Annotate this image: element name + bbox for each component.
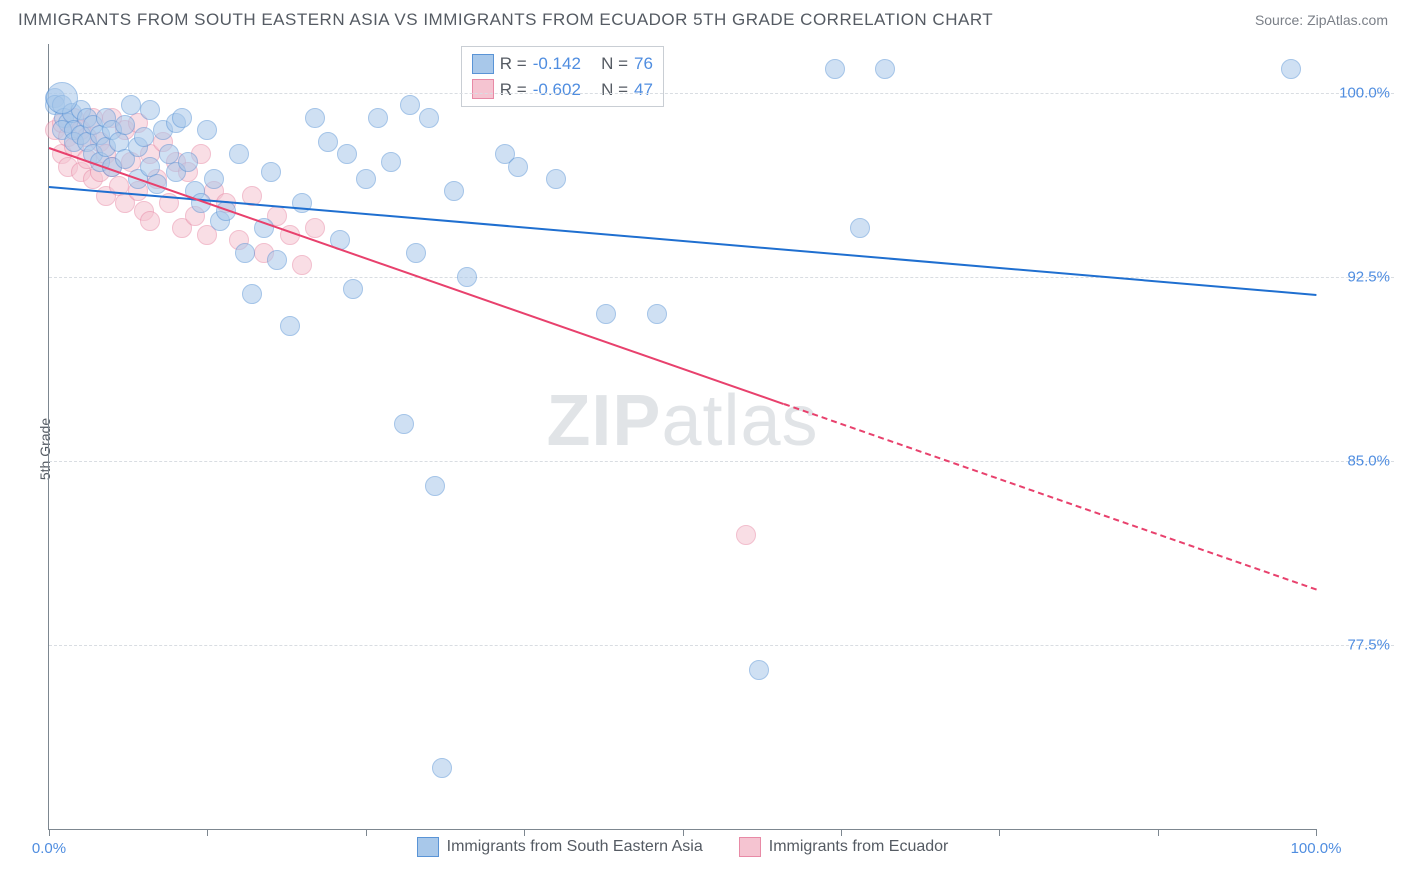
legend-row: R = -0.142 N = 76: [472, 51, 653, 77]
legend-item: Immigrants from Ecuador: [739, 837, 949, 857]
data-point: [394, 414, 414, 434]
gridline: [49, 277, 1394, 278]
data-point: [140, 211, 160, 231]
gridline: [49, 645, 1394, 646]
data-point: [178, 152, 198, 172]
x-tick: [999, 829, 1000, 836]
data-point: [432, 758, 452, 778]
data-point: [115, 115, 135, 135]
x-tick: [49, 829, 50, 836]
y-tick-label: 77.5%: [1347, 637, 1390, 654]
data-point: [305, 218, 325, 238]
data-point: [596, 304, 616, 324]
data-point: [280, 316, 300, 336]
data-point: [736, 525, 756, 545]
legend-swatch: [472, 79, 494, 99]
x-tick: [1316, 829, 1317, 836]
series-legend: Immigrants from South Eastern Asia Immigr…: [49, 837, 1316, 857]
data-point: [305, 108, 325, 128]
x-tick: [683, 829, 684, 836]
data-point: [343, 279, 363, 299]
data-point: [337, 144, 357, 164]
data-point: [292, 193, 312, 213]
data-point: [1281, 59, 1301, 79]
legend-item: Immigrants from South Eastern Asia: [417, 837, 703, 857]
data-point: [749, 660, 769, 680]
x-tick: [524, 829, 525, 836]
x-tick-label: 0.0%: [32, 840, 66, 857]
data-point: [121, 95, 141, 115]
data-point: [140, 100, 160, 120]
x-tick-label: 100.0%: [1291, 840, 1342, 857]
data-point: [419, 108, 439, 128]
data-point: [134, 127, 154, 147]
data-point: [261, 162, 281, 182]
data-point: [444, 181, 464, 201]
data-point: [875, 59, 895, 79]
x-tick: [366, 829, 367, 836]
legend-swatch: [739, 837, 761, 857]
x-tick: [1158, 829, 1159, 836]
legend-label: Immigrants from South Eastern Asia: [447, 838, 703, 856]
data-point: [292, 255, 312, 275]
watermark: ZIPatlas: [546, 380, 818, 462]
y-tick-label: 85.0%: [1347, 453, 1390, 470]
legend-label: Immigrants from Ecuador: [769, 838, 949, 856]
regression-line: [784, 403, 1317, 590]
plot-area: ZIPatlas R = -0.142 N = 76 R = -0.602 N …: [48, 44, 1316, 830]
data-point: [46, 82, 78, 114]
legend-swatch: [417, 837, 439, 857]
legend-swatch: [472, 54, 494, 74]
data-point: [546, 169, 566, 189]
data-point: [356, 169, 376, 189]
data-point: [267, 250, 287, 270]
data-point: [457, 267, 477, 287]
data-point: [235, 243, 255, 263]
data-point: [242, 284, 262, 304]
data-point: [368, 108, 388, 128]
legend-row: R = -0.602 N = 47: [472, 77, 653, 103]
data-point: [425, 476, 445, 496]
source-label: Source: ZipAtlas.com: [1255, 12, 1388, 28]
data-point: [825, 59, 845, 79]
data-point: [508, 157, 528, 177]
data-point: [204, 169, 224, 189]
y-tick-label: 100.0%: [1339, 85, 1390, 102]
data-point: [850, 218, 870, 238]
data-point: [381, 152, 401, 172]
data-point: [229, 144, 249, 164]
correlation-legend: R = -0.142 N = 76 R = -0.602 N = 47: [461, 46, 664, 107]
y-tick-label: 92.5%: [1347, 269, 1390, 286]
data-point: [197, 120, 217, 140]
gridline: [49, 461, 1394, 462]
chart-container: 5th Grade ZIPatlas R = -0.142 N = 76 R =…: [48, 44, 1394, 854]
gridline: [49, 93, 1394, 94]
data-point: [406, 243, 426, 263]
x-tick: [207, 829, 208, 836]
data-point: [172, 108, 192, 128]
x-tick: [841, 829, 842, 836]
data-point: [318, 132, 338, 152]
data-point: [400, 95, 420, 115]
data-point: [647, 304, 667, 324]
chart-title: IMMIGRANTS FROM SOUTH EASTERN ASIA VS IM…: [18, 10, 993, 30]
